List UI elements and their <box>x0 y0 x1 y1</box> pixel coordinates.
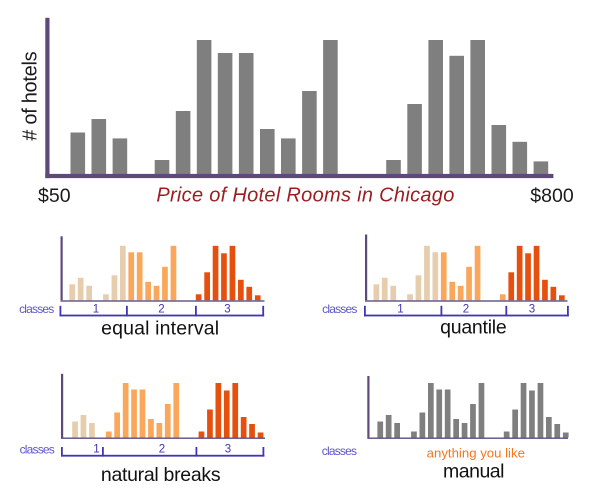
svg-text:# of hotels: # of hotels <box>19 51 41 140</box>
svg-text:natural breaks: natural breaks <box>101 464 221 486</box>
svg-text:Price of Hotel Rooms in Chicag: Price of Hotel Rooms in Chicago <box>156 185 454 207</box>
svg-text:2: 2 <box>159 443 165 455</box>
svg-text:2: 2 <box>158 303 164 315</box>
svg-text:$800: $800 <box>530 185 574 207</box>
svg-text:anything you like: anything you like <box>427 445 525 460</box>
svg-text:classes: classes <box>20 443 55 457</box>
svg-text:quantile: quantile <box>440 316 506 338</box>
svg-text:$50: $50 <box>38 185 71 207</box>
svg-text:1: 1 <box>93 443 99 455</box>
svg-text:2: 2 <box>463 303 469 315</box>
svg-text:3: 3 <box>529 303 535 315</box>
svg-text:3: 3 <box>224 303 230 315</box>
svg-text:classes: classes <box>322 302 357 316</box>
svg-text:1: 1 <box>93 303 99 315</box>
svg-text:manual: manual <box>443 461 504 483</box>
svg-text:1: 1 <box>397 303 403 315</box>
svg-text:classes: classes <box>19 302 54 316</box>
svg-text:3: 3 <box>225 443 231 455</box>
svg-text:classes: classes <box>322 444 357 458</box>
svg-text:equal interval: equal interval <box>101 317 219 339</box>
